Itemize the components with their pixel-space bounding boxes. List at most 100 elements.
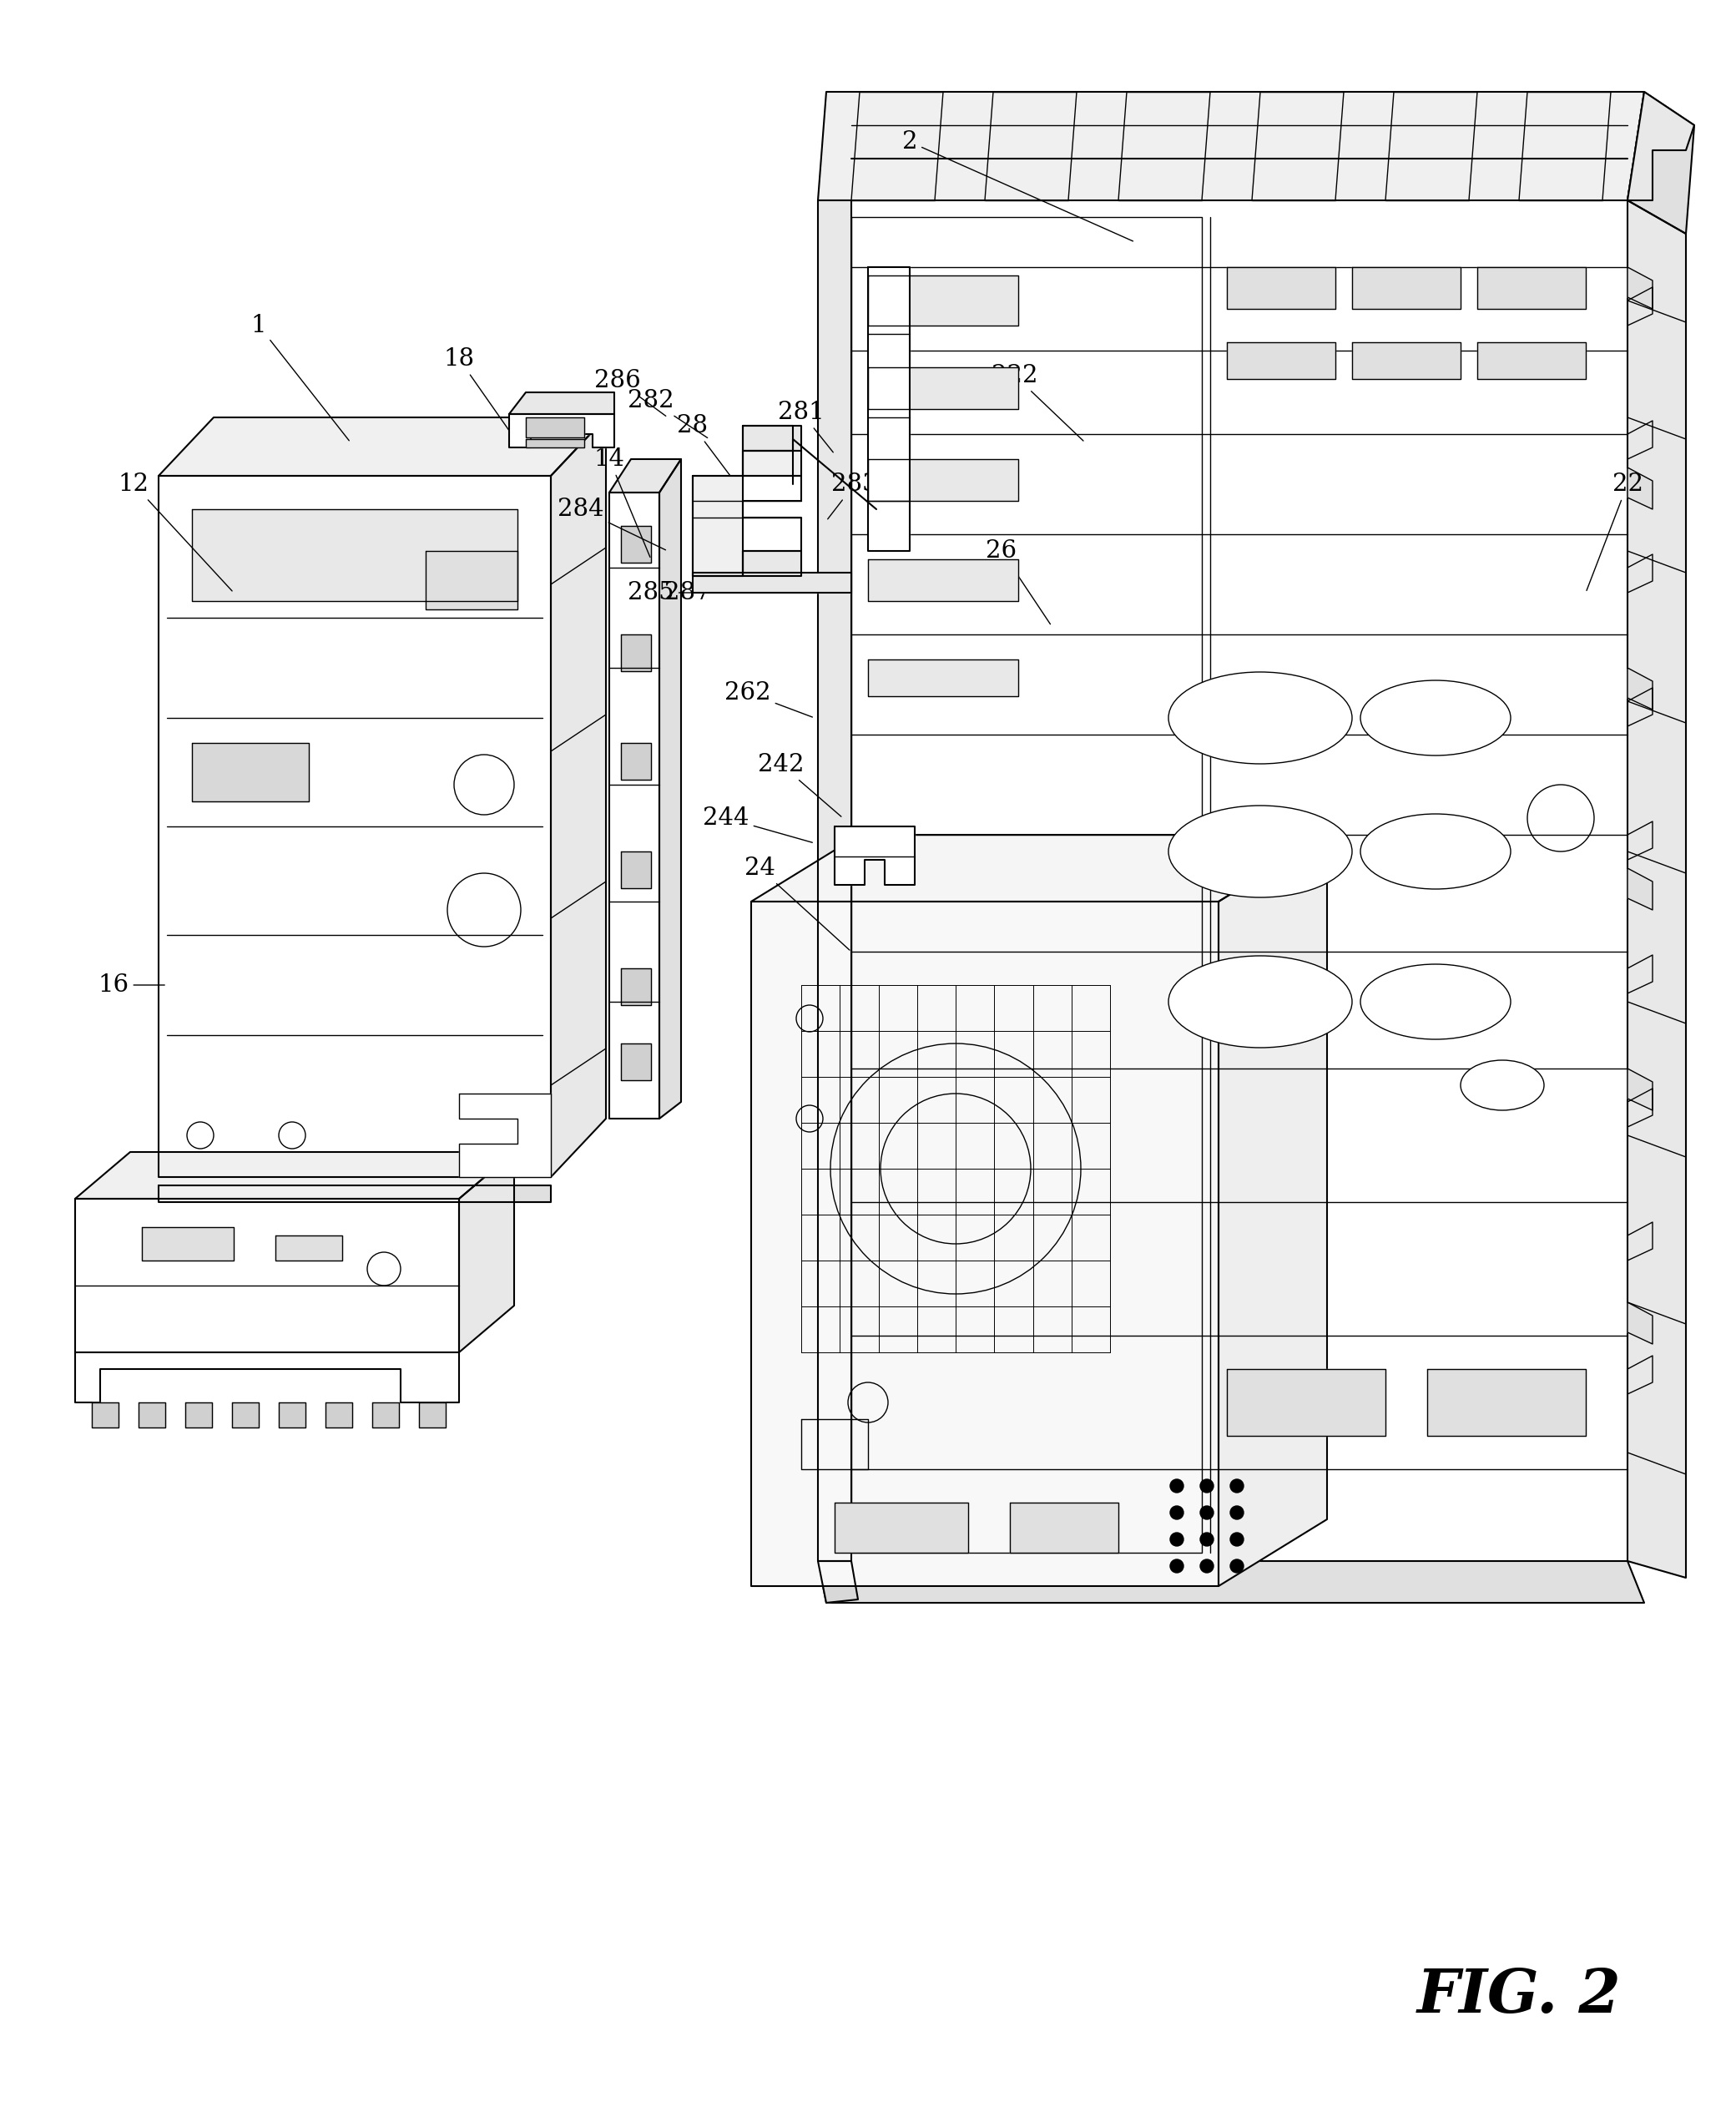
Text: 262: 262 — [724, 681, 812, 716]
Polygon shape — [743, 426, 802, 451]
Polygon shape — [158, 476, 550, 1178]
Polygon shape — [868, 276, 1019, 327]
Text: 24: 24 — [745, 855, 849, 950]
Polygon shape — [621, 634, 651, 672]
Polygon shape — [1352, 268, 1460, 310]
Polygon shape — [818, 93, 1644, 200]
Polygon shape — [92, 1403, 118, 1426]
Polygon shape — [1477, 341, 1585, 379]
Polygon shape — [75, 1353, 458, 1403]
Polygon shape — [1628, 668, 1653, 710]
Polygon shape — [1628, 268, 1653, 310]
Polygon shape — [142, 1226, 234, 1260]
Ellipse shape — [1361, 681, 1510, 756]
Polygon shape — [458, 1153, 514, 1353]
Polygon shape — [752, 902, 1219, 1587]
Polygon shape — [193, 510, 517, 600]
Polygon shape — [868, 459, 1019, 501]
Polygon shape — [276, 1235, 342, 1260]
Text: 22: 22 — [1587, 472, 1642, 590]
Polygon shape — [526, 438, 585, 447]
Polygon shape — [372, 1403, 399, 1426]
Polygon shape — [621, 851, 651, 889]
Polygon shape — [550, 417, 606, 1178]
Text: 28: 28 — [677, 415, 741, 491]
Text: 286: 286 — [594, 369, 667, 415]
Polygon shape — [835, 1502, 969, 1553]
Polygon shape — [1628, 1068, 1653, 1110]
Polygon shape — [868, 268, 910, 550]
Polygon shape — [835, 826, 915, 885]
Ellipse shape — [1168, 672, 1352, 765]
Polygon shape — [279, 1403, 306, 1426]
Polygon shape — [743, 550, 802, 575]
Ellipse shape — [1168, 805, 1352, 898]
Polygon shape — [509, 415, 615, 447]
Polygon shape — [818, 200, 851, 1561]
Polygon shape — [1628, 1302, 1653, 1344]
Polygon shape — [1628, 93, 1694, 200]
Polygon shape — [326, 1403, 352, 1426]
Ellipse shape — [1168, 957, 1352, 1047]
Text: 12: 12 — [118, 472, 233, 590]
Polygon shape — [609, 493, 660, 1119]
Polygon shape — [621, 527, 651, 563]
Text: FIG. 2: FIG. 2 — [1417, 1966, 1621, 2025]
Circle shape — [1170, 1532, 1184, 1547]
Polygon shape — [193, 744, 309, 801]
Polygon shape — [818, 1561, 858, 1603]
Polygon shape — [868, 659, 1019, 695]
Circle shape — [1170, 1559, 1184, 1572]
Ellipse shape — [1361, 965, 1510, 1039]
Text: 222: 222 — [991, 365, 1083, 440]
Polygon shape — [75, 1199, 458, 1353]
Text: 284: 284 — [557, 497, 665, 550]
Text: 2: 2 — [903, 131, 1134, 240]
Polygon shape — [621, 969, 651, 1005]
Polygon shape — [621, 744, 651, 780]
Polygon shape — [693, 426, 802, 575]
Circle shape — [1231, 1559, 1243, 1572]
Circle shape — [1170, 1479, 1184, 1492]
Text: 282: 282 — [628, 390, 708, 438]
Polygon shape — [660, 459, 681, 1119]
Polygon shape — [1227, 341, 1335, 379]
Polygon shape — [818, 1561, 1644, 1603]
Polygon shape — [1628, 200, 1686, 1578]
Polygon shape — [1352, 341, 1460, 379]
Polygon shape — [868, 558, 1019, 600]
Circle shape — [1200, 1479, 1213, 1492]
Polygon shape — [1628, 93, 1694, 234]
Polygon shape — [1628, 468, 1653, 510]
Polygon shape — [609, 459, 681, 493]
Text: 16: 16 — [97, 973, 165, 997]
Polygon shape — [418, 1403, 446, 1426]
Polygon shape — [693, 573, 851, 592]
Circle shape — [1200, 1507, 1213, 1519]
Polygon shape — [743, 451, 802, 476]
Text: 1: 1 — [252, 314, 349, 440]
Polygon shape — [158, 417, 606, 476]
Ellipse shape — [1361, 813, 1510, 889]
Text: 242: 242 — [759, 752, 842, 818]
Ellipse shape — [1460, 1060, 1543, 1110]
Circle shape — [1200, 1532, 1213, 1547]
Polygon shape — [1628, 868, 1653, 910]
Polygon shape — [868, 367, 1019, 409]
Polygon shape — [458, 1094, 550, 1178]
Circle shape — [1170, 1507, 1184, 1519]
Polygon shape — [233, 1403, 259, 1426]
Circle shape — [1231, 1479, 1243, 1492]
Polygon shape — [1010, 1502, 1118, 1553]
Text: 26: 26 — [986, 539, 1050, 624]
Text: 285: 285 — [628, 582, 700, 605]
Polygon shape — [1477, 268, 1585, 310]
Circle shape — [1231, 1507, 1243, 1519]
Polygon shape — [1219, 834, 1326, 1587]
Text: 18: 18 — [443, 348, 516, 440]
Text: 244: 244 — [703, 807, 812, 843]
Polygon shape — [186, 1403, 212, 1426]
Polygon shape — [526, 417, 585, 438]
Polygon shape — [1427, 1370, 1585, 1435]
Polygon shape — [158, 1186, 550, 1203]
